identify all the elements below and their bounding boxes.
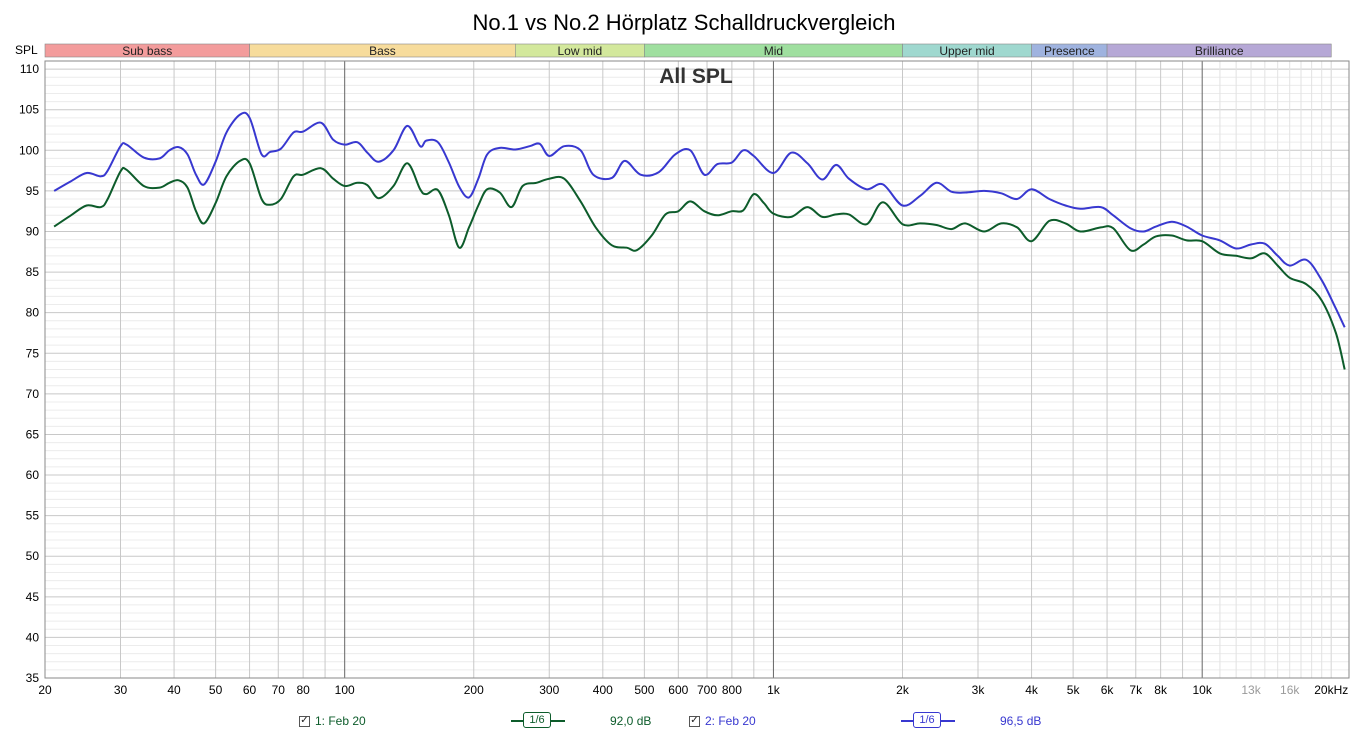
x-tick-label: 200 <box>464 683 484 697</box>
x-tick-label: 700 <box>697 683 717 697</box>
x-tick-label: 600 <box>668 683 688 697</box>
x-tick-label: 300 <box>539 683 559 697</box>
band-label-4: Upper mid <box>939 44 994 58</box>
band-label-6: Brilliance <box>1195 44 1244 58</box>
series-2-smoothing[interactable]: 1/6 <box>901 711 955 731</box>
x-tick-label: 4k <box>1025 683 1039 697</box>
x-tick-label: 10k <box>1193 683 1213 697</box>
y-tick-label: 55 <box>26 509 40 523</box>
y-tick-label: 95 <box>26 184 40 198</box>
y-tick-label: 70 <box>26 387 40 401</box>
series-lines <box>53 111 1346 370</box>
x-tick-label: 6k <box>1101 683 1115 697</box>
x-tick-label: 7k <box>1129 683 1143 697</box>
y-tick-label: 110 <box>20 62 39 76</box>
overlay-label: All SPL <box>659 65 733 88</box>
series-2-checkbox[interactable]: ✓ <box>689 715 700 727</box>
series-1-smoothing-button[interactable]: 1/6 <box>523 712 551 728</box>
y-tick-label: 85 <box>26 265 40 279</box>
band-label-2: Low mid <box>557 44 602 58</box>
legend-item-series-2[interactable]: ✓ 2: Feb 20 <box>689 711 756 731</box>
chart-title: No.1 vs No.2 Hörplatz Schalldruckverglei… <box>472 10 895 35</box>
x-axis-ticks: 20 30 40 50 60 70 80 100 200 300 400 500 600 700 800 1k… <box>38 683 1348 697</box>
grid-lines <box>44 60 1349 679</box>
x-tick-label: 500 <box>634 683 654 697</box>
legend-item-series-1[interactable]: ✓ 1: Feb 20 <box>299 711 366 731</box>
series-2-label: 2: Feb 20 <box>705 714 756 728</box>
y-tick-label: 105 <box>19 103 39 117</box>
band-6 <box>1106 43 1332 58</box>
plot-frame <box>44 60 1350 679</box>
x-tick-label: 80 <box>296 683 310 697</box>
x-tick-label: 2k <box>896 683 910 697</box>
x-tick-label: 40 <box>167 683 181 697</box>
band-label-1: Bass <box>369 44 396 58</box>
series-line-2 <box>53 111 1346 328</box>
x-tick-label: 16k <box>1280 683 1300 697</box>
series-1-checkbox[interactable]: ✓ <box>299 715 310 727</box>
x-tick-label: 20kHz <box>1314 683 1348 697</box>
x-tick-label: 20 <box>38 683 52 697</box>
x-tick-label: 3k <box>972 683 986 697</box>
y-tick-label: 100 <box>19 143 39 157</box>
y-tick-label: 40 <box>26 630 40 644</box>
y-tick-label: 65 <box>26 427 40 441</box>
series-1-smoothing[interactable]: 1/6 <box>511 711 565 731</box>
x-tick-label: 30 <box>114 683 128 697</box>
frequency-band-bar: Sub bass Bass Low mid Mid Upper mid Presence B… <box>44 43 1332 58</box>
x-tick-label: 5k <box>1067 683 1081 697</box>
x-tick-label: 8k <box>1154 683 1168 697</box>
x-tick-label: 800 <box>722 683 742 697</box>
x-tick-label: 50 <box>209 683 223 697</box>
x-tick-label: 60 <box>243 683 257 697</box>
x-tick-label: 100 <box>335 683 355 697</box>
y-tick-label: 75 <box>26 346 40 360</box>
y-tick-label: 45 <box>26 590 40 604</box>
x-tick-label: 70 <box>272 683 286 697</box>
x-tick-label: 1k <box>767 683 781 697</box>
series-1-label: 1: Feb 20 <box>315 714 366 728</box>
series-2-level-value: 96,5 dB <box>1000 714 1042 728</box>
y-tick-label: 80 <box>26 306 40 320</box>
y-tick-label: 35 <box>26 671 40 685</box>
x-tick-label: 13k <box>1241 683 1261 697</box>
series-1-level-value: 92,0 dB <box>610 714 652 728</box>
series-1-level: 92,0 dB <box>610 711 651 731</box>
y-tick-label: 90 <box>26 224 40 238</box>
band-label-0: Sub bass <box>122 44 172 58</box>
y-axis-ticks: 110 105 100 95 90 85 80 75 70 65 60 55 50 45 40 35 <box>19 62 39 685</box>
band-label-5: Presence <box>1044 44 1095 58</box>
band-label-3: Mid <box>764 44 783 58</box>
y-axis-label: SPL <box>15 43 38 57</box>
series-2-level: 96,5 dB <box>1000 711 1041 731</box>
y-tick-label: 60 <box>26 468 40 482</box>
series-line-1 <box>53 157 1346 370</box>
x-tick-label: 400 <box>593 683 613 697</box>
series-2-smoothing-button[interactable]: 1/6 <box>913 712 941 728</box>
y-tick-label: 50 <box>26 549 40 563</box>
